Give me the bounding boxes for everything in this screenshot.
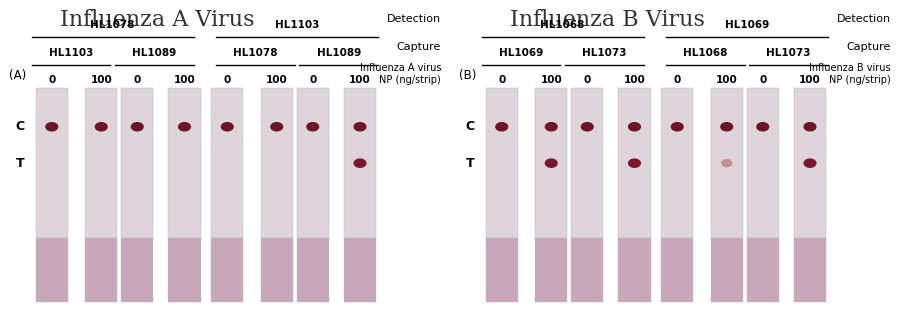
- Bar: [746, 88, 778, 238]
- Circle shape: [581, 123, 593, 131]
- Bar: [344, 88, 376, 238]
- Text: 0: 0: [133, 75, 141, 85]
- Text: 0: 0: [673, 75, 681, 85]
- Circle shape: [178, 123, 191, 131]
- Text: 0: 0: [759, 75, 767, 85]
- Text: Influenza B virus
NP (ng/strip): Influenza B virus NP (ng/strip): [809, 63, 891, 85]
- Text: HL1103: HL1103: [49, 48, 93, 58]
- Circle shape: [354, 159, 365, 167]
- Circle shape: [221, 123, 233, 131]
- Text: T: T: [465, 157, 474, 170]
- Circle shape: [545, 123, 557, 131]
- Text: 0: 0: [583, 75, 591, 85]
- Bar: [746, 238, 778, 302]
- Text: HL1078: HL1078: [233, 48, 277, 58]
- Circle shape: [545, 159, 557, 167]
- Bar: [211, 238, 243, 302]
- Text: Influenza B Virus: Influenza B Virus: [510, 9, 705, 32]
- Text: C: C: [15, 120, 24, 133]
- Text: C: C: [465, 120, 474, 133]
- Text: HL1089: HL1089: [317, 48, 361, 58]
- Text: 100: 100: [90, 75, 112, 85]
- Bar: [661, 88, 693, 238]
- Text: Detection: Detection: [837, 14, 891, 24]
- Circle shape: [307, 123, 319, 131]
- Bar: [486, 238, 518, 302]
- Bar: [711, 88, 742, 238]
- Bar: [794, 88, 826, 238]
- Circle shape: [95, 123, 107, 131]
- Circle shape: [354, 123, 365, 131]
- Bar: [211, 88, 243, 238]
- Circle shape: [271, 123, 283, 131]
- Text: HL1103: HL1103: [274, 20, 320, 30]
- Circle shape: [722, 160, 732, 167]
- Text: Influenza A Virus: Influenza A Virus: [60, 9, 255, 32]
- Text: (B): (B): [459, 69, 476, 82]
- Bar: [618, 88, 651, 238]
- Text: 100: 100: [540, 75, 562, 85]
- Bar: [260, 238, 292, 302]
- Bar: [661, 238, 693, 302]
- Bar: [794, 238, 826, 302]
- Text: (A): (A): [9, 69, 26, 82]
- Bar: [260, 88, 292, 238]
- Bar: [296, 238, 328, 302]
- Text: 0: 0: [309, 75, 317, 85]
- Text: 100: 100: [349, 75, 371, 85]
- Text: 0: 0: [498, 75, 506, 85]
- Circle shape: [628, 123, 641, 131]
- Bar: [571, 88, 603, 238]
- Circle shape: [46, 123, 58, 131]
- Text: Influenza A virus
NP (ng/strip): Influenza A virus NP (ng/strip): [359, 63, 441, 85]
- Bar: [121, 88, 153, 238]
- Bar: [344, 238, 376, 302]
- Bar: [535, 238, 567, 302]
- Text: HL1089: HL1089: [132, 48, 176, 58]
- Circle shape: [496, 123, 508, 131]
- Text: 100: 100: [716, 75, 738, 85]
- Bar: [571, 238, 603, 302]
- Bar: [85, 238, 117, 302]
- Text: HL1073: HL1073: [767, 48, 811, 58]
- Bar: [535, 88, 567, 238]
- Text: HL1078: HL1078: [90, 20, 135, 30]
- Text: Detection: Detection: [387, 14, 441, 24]
- Circle shape: [721, 123, 733, 131]
- Text: 100: 100: [266, 75, 288, 85]
- Text: 100: 100: [174, 75, 195, 85]
- Circle shape: [671, 123, 683, 131]
- Bar: [618, 238, 651, 302]
- Bar: [85, 88, 117, 238]
- Bar: [168, 88, 201, 238]
- Text: HL1073: HL1073: [582, 48, 626, 58]
- Bar: [168, 238, 201, 302]
- Text: Capture: Capture: [847, 42, 891, 52]
- Bar: [121, 238, 153, 302]
- Text: 0: 0: [223, 75, 231, 85]
- Text: HL1068: HL1068: [683, 48, 727, 58]
- Text: 100: 100: [624, 75, 645, 85]
- Circle shape: [757, 123, 769, 131]
- Text: 0: 0: [48, 75, 56, 85]
- Text: T: T: [15, 157, 24, 170]
- Text: HL1069: HL1069: [724, 20, 770, 30]
- Circle shape: [628, 159, 641, 167]
- Bar: [36, 238, 68, 302]
- Circle shape: [805, 123, 815, 131]
- Text: HL1068: HL1068: [540, 20, 585, 30]
- Text: Capture: Capture: [397, 42, 441, 52]
- Bar: [486, 88, 518, 238]
- Bar: [296, 88, 328, 238]
- Circle shape: [131, 123, 143, 131]
- Bar: [711, 238, 742, 302]
- Circle shape: [805, 159, 815, 167]
- Bar: [36, 88, 68, 238]
- Text: 100: 100: [799, 75, 821, 85]
- Text: HL1069: HL1069: [499, 48, 543, 58]
